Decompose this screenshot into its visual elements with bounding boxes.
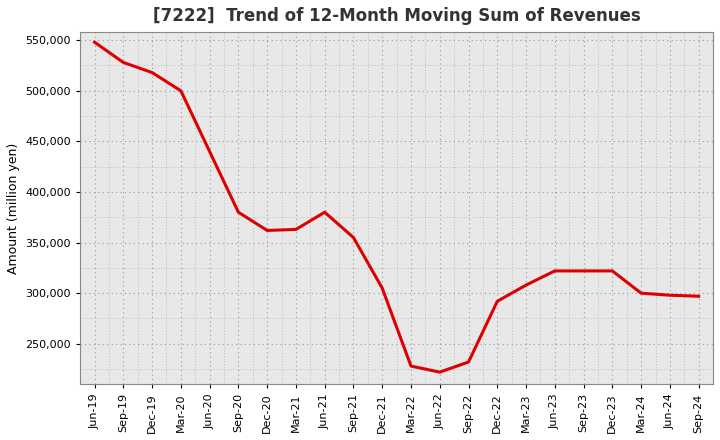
Title: [7222]  Trend of 12-Month Moving Sum of Revenues: [7222] Trend of 12-Month Moving Sum of R…	[153, 7, 641, 25]
Y-axis label: Amount (million yen): Amount (million yen)	[7, 143, 20, 274]
